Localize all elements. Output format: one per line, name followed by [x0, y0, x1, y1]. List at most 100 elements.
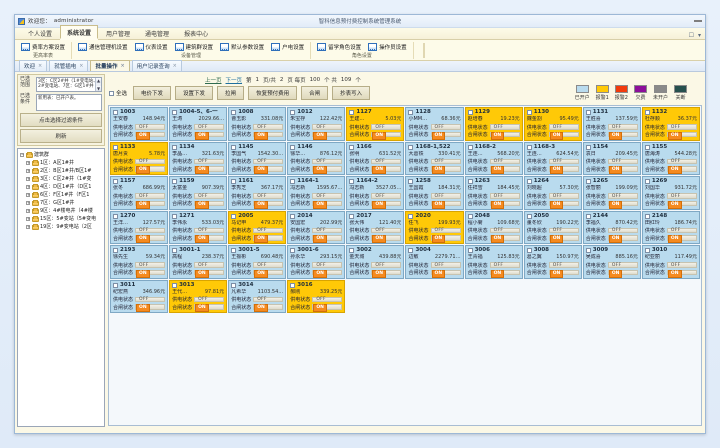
doc-tab-manage-power[interactable]: 就管插电 × — [49, 60, 89, 71]
meter-card[interactable]: 2048 程小菊 109.68元 供电状态 OFF 合闸状态 ON — [464, 210, 523, 244]
meter-card[interactable]: 3001-6 孙永华 293.15元 供电状态 OFF 合闸状态 ON — [287, 245, 346, 279]
expander-icon[interactable]: + — [26, 225, 30, 229]
tree-item-3[interactable]: + 3区：C区2#井（1#变 — [20, 175, 102, 183]
meter-card[interactable]: 2050 董冬欣 190.22元 供电状态 OFF 合闸状态 ON — [523, 210, 582, 244]
meter-card-checkbox[interactable] — [349, 110, 355, 115]
meter-card-checkbox[interactable] — [467, 144, 473, 150]
building-tree[interactable]: − 建筑群 + 1区：A区1#井 + 2区：B区1#井/B区1# — [17, 148, 105, 427]
meter-card[interactable]: 2148 田红玲 186.74元 供电状态 OFF 合闸状态 ON — [641, 210, 700, 244]
selected-range-list[interactable]: 3区：C区2#井（1#变电站、2#变电站、7区：G区1#井 ▲ ▼ — [36, 77, 102, 92]
expander-icon[interactable]: + — [26, 201, 30, 205]
meter-card-checkbox[interactable] — [231, 179, 237, 184]
expander-icon[interactable]: + — [26, 209, 30, 213]
meter-card-checkbox[interactable] — [172, 144, 178, 150]
meter-card-checkbox[interactable] — [172, 110, 178, 115]
meter-card-checkbox[interactable] — [290, 248, 296, 253]
doc-tab-user-records[interactable]: 用户记录查询 × — [131, 60, 182, 71]
meter-card[interactable]: 3016 郝刚 339.25元 供电状态 OFF 合闸状态 ON — [287, 279, 346, 313]
tree-item-7[interactable]: + 9区：4#楼电井（4#楼 — [20, 207, 102, 215]
meter-card-checkbox[interactable] — [290, 282, 296, 288]
tree-item-2[interactable]: + 2区：B区1#井/B区1# — [20, 167, 102, 175]
menu-tab-power[interactable]: 通电管理 — [145, 30, 170, 38]
meter-card[interactable]: 3001-5 王振彬 690.48元 供电状态 OFF 合闸状态 ON — [228, 245, 287, 279]
meter-card[interactable]: 1131 王胜喜 137.59元 供电状态 OFF 合闸状态 ON — [582, 107, 641, 141]
select-all-wrapper[interactable]: 全选 — [109, 89, 127, 97]
meter-card-checkbox[interactable] — [585, 144, 591, 150]
meter-card-checkbox[interactable] — [231, 213, 237, 219]
meter-card-checkbox[interactable] — [231, 110, 237, 115]
meter-card[interactable]: 1154 袁日 209.45元 供电状态 OFF 合闸状态 ON — [582, 141, 641, 175]
meter-card[interactable]: 3008 葛之翼 150.97元 供电状态 OFF 合闸状态 ON — [523, 245, 582, 279]
meter-card-checkbox[interactable] — [467, 179, 473, 184]
close-icon[interactable]: × — [120, 63, 125, 69]
meter-card-checkbox[interactable] — [526, 144, 532, 150]
meter-card-checkbox[interactable] — [290, 213, 296, 219]
meter-card-checkbox[interactable] — [349, 213, 355, 219]
meter-card-checkbox[interactable] — [467, 110, 473, 115]
meter-card[interactable]: 1145 李国气 1542.30… 供电状态 OFF 合闸状态 ON — [228, 141, 287, 175]
range-scrollbar[interactable]: ▲ ▼ — [95, 78, 101, 91]
meter-card[interactable]: 1265 张智丽 199.09元 供电状态 OFF 合闸状态 ON — [582, 176, 641, 210]
tree-item-4[interactable]: + 4区：D区1#井（D区1 — [20, 183, 102, 191]
meter-card-checkbox[interactable] — [585, 110, 591, 115]
close-icon[interactable]: × — [38, 63, 43, 69]
ribbon-item-default-params[interactable]: 默认参数设置 — [220, 43, 264, 51]
ribbon-item-comm-manager[interactable]: 通信管理机设置 — [78, 43, 128, 51]
doc-tab-welcome[interactable]: 欢迎 × — [19, 60, 48, 71]
meter-card-checkbox[interactable] — [644, 179, 650, 184]
tree-root[interactable]: − 建筑群 — [20, 151, 102, 159]
restore-icon[interactable]: ☐ — [688, 32, 694, 39]
meter-card[interactable]: 3004 边敏 2279.71… 供电状态 OFF 合闸状态 ON — [405, 245, 464, 279]
close-icon[interactable]: × — [79, 63, 84, 69]
meter-card[interactable]: 3006 王青福 125.83元 供电状态 OFF 合闸状态 ON — [464, 245, 523, 279]
meter-card-checkbox[interactable] — [113, 110, 118, 115]
caret-down-icon[interactable]: ▼ — [96, 86, 101, 91]
ribbon-item-rate-plan[interactable]: 费率方案设置 — [21, 43, 65, 51]
meter-card-checkbox[interactable] — [172, 179, 178, 184]
meter-card-checkbox[interactable] — [172, 248, 178, 253]
meter-card[interactable]: 1127 王建… 5.03元 供电状态 OFF 合闸状态 ON — [346, 107, 405, 141]
meter-card[interactable]: 1003 王安春 148.94元 供电状态 OFF 合闸状态 ON — [110, 107, 169, 141]
meter-card-checkbox[interactable] — [526, 179, 532, 184]
meter-card[interactable]: 1128 小MM… 68.36元 供电状态 OFF 合闸状态 ON — [405, 107, 464, 141]
meter-card[interactable]: 1129 赵培春 19.23元 供电状态 OFF 合闸状态 ON — [464, 107, 523, 141]
select-all-checkbox[interactable] — [109, 90, 114, 96]
trip-switch-button[interactable]: 拉闸 — [217, 86, 245, 100]
menu-tab-system[interactable]: 系统设置 — [60, 25, 99, 39]
doc-tab-batch-operation[interactable]: 批量操作 × — [90, 60, 130, 71]
meter-card[interactable]: 1146 徐华… 876.12元 供电状态 OFF 合闸状态 ON — [287, 141, 346, 175]
meter-card[interactable]: 2193 徐先生 59.34元 供电状态 OFF 合闸状态 ON — [110, 245, 169, 279]
meter-card[interactable]: 3009 吴成喜 885.16元 供电状态 OFF 合闸状态 ON — [582, 245, 641, 279]
chevron-down-icon[interactable]: ▾ — [697, 32, 701, 39]
meter-card-checkbox[interactable] — [113, 144, 118, 150]
meter-card-checkbox[interactable] — [644, 110, 650, 115]
select-filter-button[interactable]: 点击选择过滤条件 — [20, 113, 102, 127]
expander-icon[interactable]: + — [26, 185, 30, 189]
meter-card[interactable]: 3014 凡希华 1103.54… 供电状态 OFF 合闸状态 ON — [228, 279, 287, 313]
meter-card[interactable]: 1270 王洋… 127.57元 供电状态 OFF 合闸状态 ON — [110, 210, 169, 244]
meter-card[interactable]: 1159 太富金 907.39元 供电状态 OFF 合闸状态 ON — [169, 176, 228, 210]
menu-tab-users[interactable]: 用户管理 — [106, 30, 131, 38]
meter-card-checkbox[interactable] — [644, 213, 650, 219]
meter-card[interactable]: 3011 纪宏燕 346.96元 供电状态 OFF 合闸状态 ON — [110, 279, 169, 313]
menu-tab-personal[interactable]: 个人设置 — [28, 30, 53, 38]
meter-card-checkbox[interactable] — [113, 213, 118, 219]
meter-card[interactable]: 1130 魏金割 95.49元 供电状态 OFF 合闸状态 ON — [523, 107, 582, 141]
ribbon-item-student-role[interactable]: 留学角色设置 — [317, 43, 361, 51]
tree-item-9[interactable]: + 19区：9#变电站（2区 — [20, 223, 102, 231]
meter-card-checkbox[interactable] — [526, 110, 532, 115]
meter-card[interactable]: 1168-1,522 大葛铁 330.41元 供电状态 OFF 合闸状态 ON — [405, 141, 464, 175]
restore-prepaid-button[interactable]: 恢复预付费用 — [248, 86, 298, 100]
meter-card[interactable]: 1134 李晶… 321.63元 供电状态 OFF 合闸状态 ON — [169, 141, 228, 175]
meter-card[interactable]: 2005 马记申 479.37元 供电状态 OFF 合闸状态 ON — [228, 210, 287, 244]
meter-card-checkbox[interactable] — [585, 213, 591, 219]
meter-card-checkbox[interactable] — [408, 213, 414, 219]
meter-card[interactable]: 1264 刘晓超 57.30元 供电状态 OFF 合闸状态 ON — [523, 176, 582, 210]
meter-card-checkbox[interactable] — [231, 282, 237, 288]
meter-card[interactable]: 1164-2 冯志新 3527.05… 供电状态 OFF 合闸状态 ON — [346, 176, 405, 210]
meter-card-checkbox[interactable] — [113, 282, 118, 288]
meter-card-checkbox[interactable] — [231, 144, 237, 150]
meter-card-checkbox[interactable] — [408, 110, 414, 115]
meter-card-checkbox[interactable] — [467, 248, 473, 253]
meter-card[interactable]: 1155 唐海涛 544.28元 供电状态 OFF 合闸状态 ON — [641, 141, 700, 175]
